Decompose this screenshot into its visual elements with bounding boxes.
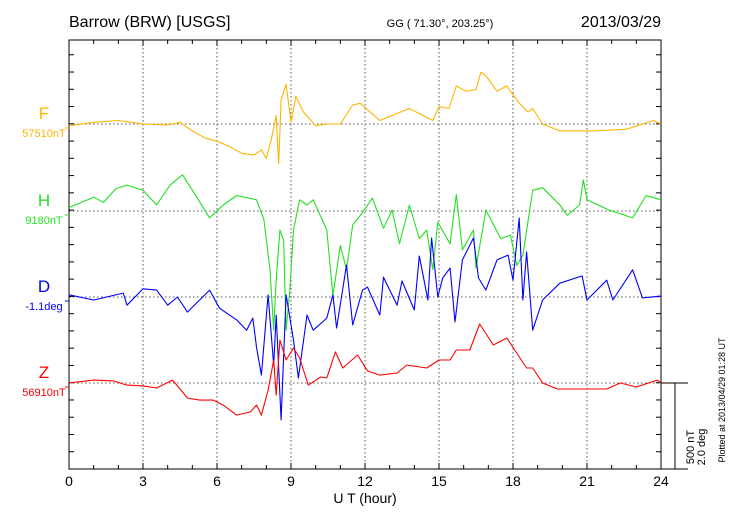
x-tick-label: 6 [213,473,221,489]
component-baseline-h: 9180nT [25,215,63,227]
coordinates-label: GG ( 71.30°, 203.25°) [387,18,494,30]
plotted-note: Plotted at 2013/04/29 01:28 UT [717,337,727,463]
series-line-h [68,174,662,331]
x-tick-label: 15 [431,473,447,489]
x-tick-label: 24 [653,473,669,489]
x-tick-label: 9 [287,473,295,489]
x-axis-label: U T (hour) [333,490,396,506]
scale-deg-label: 2.0 deg [696,429,708,466]
component-name-z: Z [39,363,49,382]
series-line-f [68,71,662,165]
series-line-d [68,217,662,421]
series-group [68,71,662,421]
component-name-d: D [38,277,50,296]
station-title: Barrow (BRW) [USGS] [69,14,231,31]
x-tick-label: 3 [139,473,147,489]
scale-nt-label: 500 nT [685,430,697,465]
series-line-z [68,323,662,416]
x-tick-label: 12 [357,473,373,489]
component-baseline-z: 56910nT [22,387,66,399]
x-tick-label: 0 [65,473,73,489]
axes: 0 3 6 9 12 15 18 21 24 [65,39,669,489]
component-name-f: F [39,104,49,123]
x-tick-label: 21 [579,473,595,489]
grid [69,40,661,469]
component-baseline-d: -1.1deg [25,301,62,313]
component-labels: F 57510nT H 9180nT D -1.1deg Z 56910nT [22,104,69,399]
component-baseline-f: 57510nT [22,128,66,140]
x-tick-label: 18 [505,473,521,489]
date-label: 2013/03/29 [581,14,661,31]
scale-bar: 500 nT 2.0 deg [661,382,708,470]
component-name-h: H [38,191,50,210]
